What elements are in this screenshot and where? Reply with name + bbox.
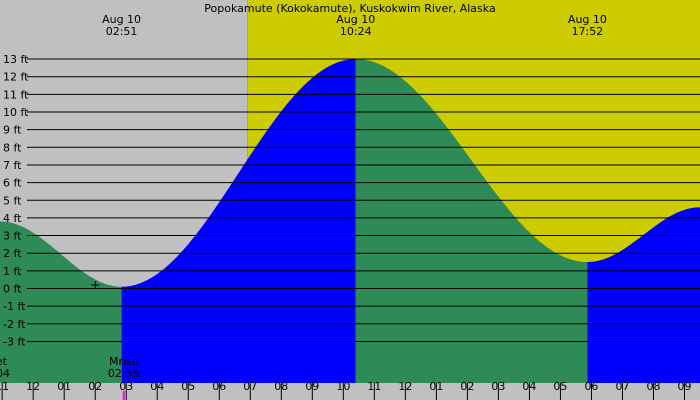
- x-tick-label: 03: [119, 380, 133, 393]
- x-tick-label: 06: [212, 380, 226, 393]
- x-tick-label: 04: [150, 380, 164, 393]
- y-tick-label: 11 ft: [3, 88, 29, 101]
- moonrise-label: Mrise: [109, 355, 139, 368]
- y-tick-label: 8 ft: [3, 141, 22, 154]
- y-tick-label: 12 ft: [3, 71, 29, 84]
- y-axis: 13 ft 12 ft 11 ft 10 ft 9 ft 8 ft 7 ft 6 ft 5 ft…: [3, 53, 29, 348]
- x-tick-label: 07: [615, 380, 629, 393]
- y-tick-label: 13 ft: [3, 53, 29, 66]
- x-tick-label: 11: [0, 380, 9, 393]
- x-tick-label: 09: [305, 380, 319, 393]
- x-tick-label: 09: [677, 380, 691, 393]
- x-tick-label: 02: [460, 380, 474, 393]
- x-tick-label: 12: [26, 380, 40, 393]
- rising-tide-segment: [121, 59, 356, 384]
- chart-title: Popokamute (Kokokamute), Kuskokwim River…: [204, 2, 495, 15]
- extreme-time-label: 10:24: [340, 25, 372, 38]
- x-axis-strip: [0, 383, 700, 400]
- x-tick-label: 08: [646, 380, 660, 393]
- x-axis: 11 12 01 02 03 04 05 06 07 08 09 10 11 12 01 02 03 04 05 06…: [0, 380, 700, 400]
- y-tick-label: 0 ft: [3, 283, 22, 296]
- y-tick-label: 10 ft: [3, 106, 29, 119]
- y-tick-label: 1 ft: [3, 265, 22, 278]
- moonrise-time: 02:55: [108, 367, 140, 380]
- x-tick-label: 02: [88, 380, 102, 393]
- x-tick-label: 10: [336, 380, 350, 393]
- extreme-date-label: Aug 10: [568, 13, 607, 26]
- y-tick-label: 9 ft: [3, 124, 22, 137]
- x-tick-label: 08: [274, 380, 288, 393]
- y-tick-label: 7 ft: [3, 159, 22, 172]
- rising-tide-segment: [587, 207, 700, 383]
- extreme-date-label: Aug 10: [102, 13, 141, 26]
- extreme-time-label: 17:52: [572, 25, 604, 38]
- y-tick-label: 5 ft: [3, 194, 22, 207]
- moonset-time: 04: [0, 367, 10, 380]
- y-tick-label: 3 ft: [3, 230, 22, 243]
- x-tick-label: 06: [584, 380, 598, 393]
- y-tick-label: 4 ft: [3, 212, 22, 225]
- x-tick-label: 12: [398, 380, 412, 393]
- x-tick-label: 03: [491, 380, 505, 393]
- extreme-date-label: Aug 10: [336, 13, 375, 26]
- y-tick-label: 6 ft: [3, 177, 22, 190]
- y-tick-label: -1 ft: [3, 300, 26, 313]
- y-tick-label: -2 ft: [3, 318, 26, 331]
- x-tick-label: 11: [367, 380, 381, 393]
- falling-tide-segment: [355, 59, 588, 384]
- tide-fill: [0, 59, 700, 384]
- falling-tide-segment: [0, 221, 122, 383]
- y-tick-label: -3 ft: [3, 335, 26, 348]
- x-tick-label: 01: [57, 380, 71, 393]
- y-tick-label: 2 ft: [3, 247, 22, 260]
- x-tick-label: 04: [522, 380, 536, 393]
- x-tick-label: 05: [553, 380, 567, 393]
- x-tick-label: 07: [243, 380, 257, 393]
- x-tick-label: 01: [429, 380, 443, 393]
- extreme-time-label: 02:51: [106, 25, 138, 38]
- moonset-label: Mset: [0, 355, 8, 368]
- gridlines: [27, 58, 700, 342]
- x-tick-label: 05: [181, 380, 195, 393]
